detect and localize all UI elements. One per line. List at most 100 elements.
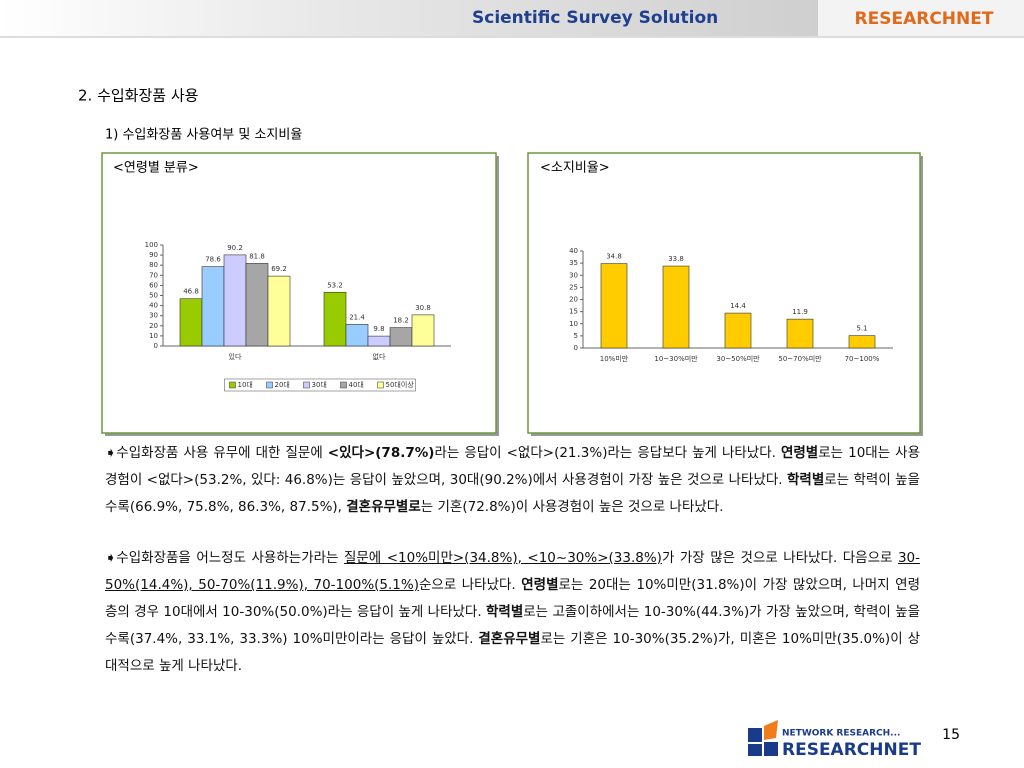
logo-square: [748, 728, 762, 742]
y-tick-label: 5: [574, 332, 578, 340]
logo-square: [764, 742, 778, 756]
value-label: 53.2: [327, 281, 343, 289]
bar: [201, 266, 225, 347]
bar: [724, 312, 752, 349]
text-run: 로는 10대는 사용경험이 <없다>(53.2%, 있다: 46.8%)는 응답…: [105, 445, 921, 488]
text-run: ➧수입화장품 사용 유무에 대한 질문에: [105, 445, 328, 461]
value-label: 5.1: [856, 325, 867, 333]
bar: [345, 324, 369, 347]
logo-bottom: RESEARCHNET: [782, 740, 921, 760]
text-run: 는 기혼(72.8%)이 사용경험이 높은 것으로 나타났다.: [420, 499, 724, 515]
chart-title: <소지비율>: [540, 161, 610, 176]
subsection-title: 1) 수입화장품 사용여부 및 소지비율: [105, 128, 302, 143]
y-tick-label: 100: [145, 241, 158, 249]
x-tick-label: 70~100%: [845, 355, 880, 363]
banner: [0, 0, 818, 36]
value-label: 90.2: [227, 244, 243, 252]
tagline: Scientific Survey Solution: [472, 8, 718, 28]
y-tick-label: 15: [569, 308, 578, 316]
text-run: ➧수입화장품을 어느정도 사용하는가라는: [105, 550, 344, 566]
text-run: 라는 응답이 <없다>(21.3%)라는 응답보다 높게 나타났다.: [434, 445, 781, 461]
y-tick-label: 20: [149, 322, 158, 330]
legend-label: 10대: [238, 381, 253, 389]
bar: [389, 327, 413, 347]
text-run: 로는 고졸이하에서는 10-30%(44.3%)가 가장 높았으며, 학력이 높…: [105, 604, 920, 647]
x-tick-label: 30~50%미만: [716, 354, 760, 363]
y-tick-label: 40: [569, 247, 578, 255]
y-tick-label: 0: [574, 344, 578, 352]
y-tick-label: 20: [569, 296, 578, 304]
legend-label: 40대: [349, 381, 364, 389]
text-run: 질문에 <10%미만>(34.8%), <10~30%>(33.8%): [343, 550, 662, 566]
y-tick-label: 40: [149, 302, 158, 310]
value-label: 11.9: [792, 308, 808, 316]
value-label: 34.8: [606, 253, 622, 261]
bar: [411, 314, 435, 347]
value-label: 14.4: [730, 302, 746, 310]
text-run: 학력별: [486, 604, 524, 620]
y-tick-label: 30: [569, 271, 578, 279]
logo-top: NETWORK RESEARCH...: [782, 729, 900, 739]
value-label: 21.4: [349, 313, 365, 321]
text-run: 결혼유무별로: [346, 499, 421, 515]
value-label: 81.8: [249, 252, 265, 260]
paragraph: ➧수입화장품을 어느정도 사용하는가라는 질문에 <10%미만>(34.8%),…: [105, 545, 920, 680]
y-tick-label: 10: [149, 332, 158, 340]
bar: [662, 265, 690, 349]
page-number: 15: [942, 727, 960, 743]
legend-swatch: [340, 381, 347, 389]
legend-swatch: [266, 381, 273, 389]
text-run: 결혼유무별: [478, 631, 541, 647]
y-tick-label: 30: [149, 312, 158, 320]
bar: [179, 298, 203, 347]
bar: [245, 263, 269, 347]
value-label: 9.8: [373, 325, 384, 333]
logo-square: [748, 744, 762, 756]
brand: RESEARCHNET: [855, 9, 994, 29]
legend-swatch: [229, 381, 236, 389]
bar: [600, 263, 628, 349]
brand-box: [818, 0, 1024, 36]
y-tick-label: 50: [149, 292, 158, 300]
y-tick-label: 70: [149, 271, 158, 279]
paragraph: ➧수입화장품 사용 유무에 대한 질문에 <있다>(78.7%)라는 응답이 <…: [105, 440, 920, 521]
legend-label: 50대이상: [386, 380, 415, 389]
x-tick-label: 없다: [373, 352, 386, 361]
value-label: 33.8: [668, 255, 684, 263]
text-run: 로는 학력이 높을 수록(66.9%, 75.8%, 86.3%, 87.5%)…: [105, 472, 920, 515]
value-label: 78.6: [205, 256, 221, 264]
y-tick-label: 25: [569, 283, 578, 291]
bar: [786, 318, 814, 349]
text-run: 로는 20대는 10%미만(31.8%)이 가장 많았으며, 나머지 연령층의 …: [105, 577, 920, 620]
y-tick-label: 90: [149, 251, 158, 259]
logo: [748, 720, 778, 756]
text-run: 가 가장 많은 것으로 나타났다. 다음으로: [661, 550, 898, 566]
y-tick-label: 35: [569, 259, 578, 267]
text-run: 학력별: [786, 472, 825, 488]
legend-swatch: [377, 381, 384, 389]
value-label: 69.2: [271, 265, 287, 273]
text-run: 30-50%(14.4%), 50-70%(11.9%), 70-100%(5.…: [105, 550, 921, 593]
value-label: 46.8: [183, 288, 199, 296]
value-label: 30.8: [415, 304, 431, 312]
x-tick-label: 50~70%미만: [778, 354, 822, 363]
chart-box: [527, 152, 921, 434]
y-tick-label: 10: [569, 320, 578, 328]
bar: [848, 335, 876, 349]
x-tick-label: 10~30%미만: [654, 354, 698, 363]
legend-label: 20대: [275, 381, 290, 389]
y-tick-label: 80: [149, 261, 158, 269]
value-label: 18.2: [393, 317, 409, 325]
legend-label: 30대: [312, 381, 327, 389]
bar: [323, 291, 347, 347]
section-title: 2. 수입화장품 사용: [78, 87, 198, 105]
logo-flag: [764, 720, 778, 740]
x-tick-label: 있다: [229, 352, 242, 361]
bar: [367, 335, 391, 347]
text-run: <있다>(78.7%): [327, 445, 435, 461]
text-run: 순으로 나타났다.: [418, 577, 522, 593]
bar: [267, 275, 291, 347]
bar: [223, 254, 247, 347]
